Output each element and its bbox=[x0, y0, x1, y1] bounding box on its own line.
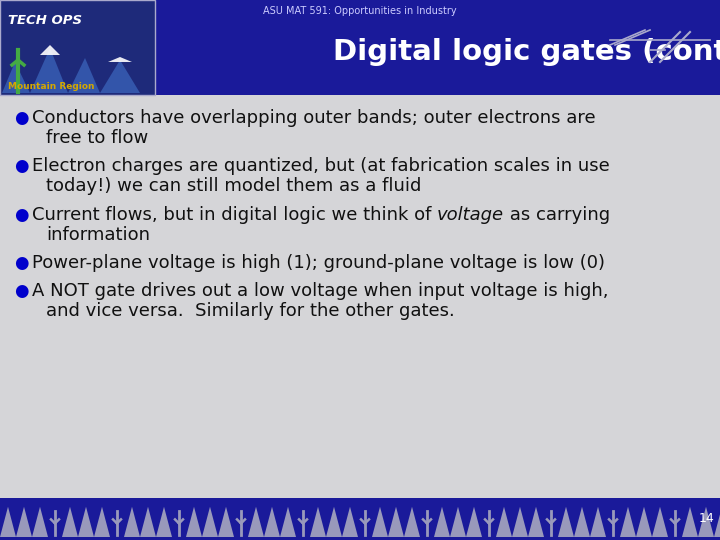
Polygon shape bbox=[450, 507, 466, 537]
Polygon shape bbox=[512, 507, 528, 537]
Polygon shape bbox=[558, 507, 574, 537]
Text: and vice versa.  Similarly for the other gates.: and vice versa. Similarly for the other … bbox=[46, 302, 455, 320]
Polygon shape bbox=[636, 507, 652, 537]
Text: information: information bbox=[46, 226, 150, 244]
Bar bbox=[0, 0, 155, 95]
Text: ●: ● bbox=[14, 109, 29, 127]
Polygon shape bbox=[310, 507, 326, 537]
Polygon shape bbox=[2, 48, 155, 93]
Polygon shape bbox=[280, 507, 296, 537]
Polygon shape bbox=[342, 507, 358, 537]
Polygon shape bbox=[108, 57, 132, 62]
Polygon shape bbox=[620, 507, 636, 537]
Polygon shape bbox=[124, 507, 140, 537]
Polygon shape bbox=[574, 507, 590, 537]
Polygon shape bbox=[388, 507, 404, 537]
Polygon shape bbox=[528, 507, 544, 537]
Polygon shape bbox=[714, 507, 720, 537]
Polygon shape bbox=[496, 507, 512, 537]
Polygon shape bbox=[186, 507, 202, 537]
Polygon shape bbox=[94, 507, 110, 537]
Polygon shape bbox=[16, 507, 32, 537]
Polygon shape bbox=[372, 507, 388, 537]
Text: Mountain Region: Mountain Region bbox=[8, 82, 94, 91]
Polygon shape bbox=[682, 507, 698, 537]
Text: as carrying: as carrying bbox=[504, 206, 611, 224]
Text: A NOT gate drives out a low voltage when input voltage is high,: A NOT gate drives out a low voltage when… bbox=[32, 282, 608, 300]
Polygon shape bbox=[62, 507, 78, 537]
Polygon shape bbox=[264, 507, 280, 537]
Text: free to flow: free to flow bbox=[46, 129, 148, 147]
Text: Electron charges are quantized, but (at fabrication scales in use: Electron charges are quantized, but (at … bbox=[32, 157, 610, 176]
Polygon shape bbox=[466, 507, 482, 537]
Text: Power-plane voltage is high (1); ground-plane voltage is low (0): Power-plane voltage is high (1); ground-… bbox=[32, 254, 605, 272]
Text: ASU MAT 591: Opportunities in Industry: ASU MAT 591: Opportunities in Industry bbox=[264, 6, 456, 16]
Text: ●: ● bbox=[14, 254, 29, 272]
Text: Digital logic gates (cont’d): Digital logic gates (cont’d) bbox=[333, 37, 720, 65]
Polygon shape bbox=[202, 507, 218, 537]
Polygon shape bbox=[434, 507, 450, 537]
Bar bbox=[0, 0, 720, 95]
Text: ●: ● bbox=[14, 282, 29, 300]
Polygon shape bbox=[40, 45, 60, 55]
Text: TECH OPS: TECH OPS bbox=[8, 14, 82, 27]
Polygon shape bbox=[140, 507, 156, 537]
Text: ●: ● bbox=[14, 206, 29, 224]
Bar bbox=[0, 498, 720, 540]
Polygon shape bbox=[652, 507, 668, 537]
Polygon shape bbox=[218, 507, 234, 537]
Text: Current flows, but in digital logic we think of: Current flows, but in digital logic we t… bbox=[32, 206, 437, 224]
Polygon shape bbox=[0, 507, 16, 537]
Text: today!) we can still model them as a fluid: today!) we can still model them as a flu… bbox=[46, 178, 421, 195]
Text: 14: 14 bbox=[698, 512, 714, 525]
Polygon shape bbox=[404, 507, 420, 537]
Polygon shape bbox=[32, 507, 48, 537]
Polygon shape bbox=[698, 507, 714, 537]
Polygon shape bbox=[156, 507, 172, 537]
Polygon shape bbox=[590, 507, 606, 537]
Text: Conductors have overlapping outer bands; outer electrons are: Conductors have overlapping outer bands;… bbox=[32, 109, 595, 127]
Polygon shape bbox=[78, 507, 94, 537]
Polygon shape bbox=[326, 507, 342, 537]
Bar bbox=[0, 95, 720, 498]
Text: voltage: voltage bbox=[437, 206, 504, 224]
Polygon shape bbox=[248, 507, 264, 537]
Text: ●: ● bbox=[14, 157, 29, 176]
